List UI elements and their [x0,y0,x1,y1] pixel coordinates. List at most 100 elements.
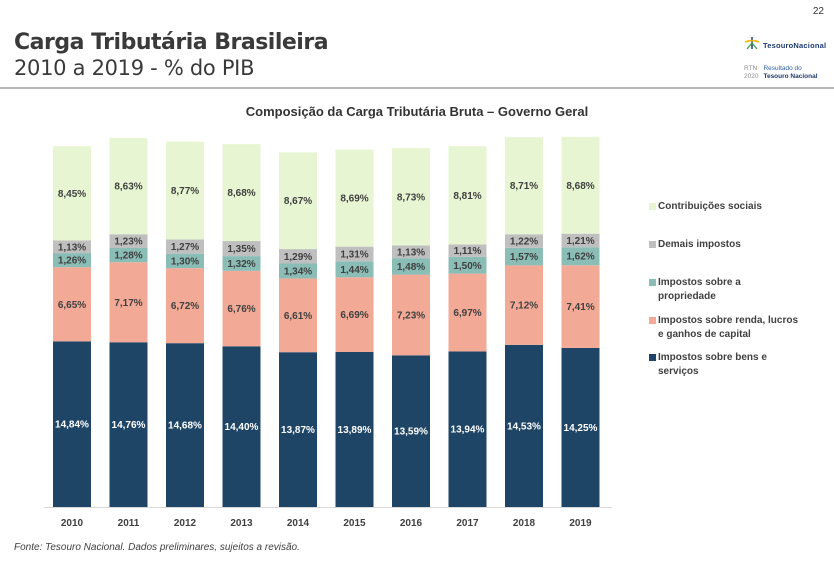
legend-swatch [649,317,656,324]
bar-segment-2010-4 [53,146,91,241]
legend-item-impostos-propriedade: Impostos sobre a propriedade [649,276,779,304]
bar-segment-2013-4 [222,144,261,242]
data-label: 1,11% [454,246,482,257]
bar-segment-2018-0 [505,344,543,507]
data-label: 14,68% [168,421,202,432]
bar-segment-2010-1 [53,267,91,342]
data-label: 6,61% [284,311,312,322]
data-label: 6,65% [58,300,86,311]
bar-segment-2015-1 [335,277,374,352]
bar-segment-2010-0 [53,341,91,507]
legend-swatch [649,279,656,286]
data-label: 8,81% [453,191,481,202]
x-tick-label: 2017 [456,518,479,529]
data-label: 7,23% [397,310,425,321]
bar-segment-2019-4 [561,136,600,234]
data-label: 1,23% [114,237,142,248]
x-tick-label: 2011 [118,518,140,529]
data-label: 6,76% [227,304,255,315]
data-label: 1,29% [284,252,312,263]
bar-segment-2011-2 [109,247,148,263]
bar-segment-2016-1 [392,274,430,356]
bar-segment-2017-2 [448,256,487,274]
chart-title-text: Composição da Carga Tributária Bruta – G… [245,104,589,119]
data-label: 1,26% [58,256,86,267]
bar-segment-2017-3 [448,244,487,257]
bar-segment-2016-0 [392,355,430,507]
data-label: 14,40% [225,422,259,433]
data-label: 1,57% [510,252,538,263]
bar-segment-2014-1 [279,278,317,353]
bar-segment-2012-0 [166,343,204,507]
data-label: 8,77% [171,186,199,197]
bar-segment-2017-1 [448,273,487,352]
data-label: 1,21% [566,236,594,247]
bar-segment-2019-1 [561,265,600,348]
x-tick-label: 2012 [174,518,197,529]
legend-swatch [649,354,656,361]
data-label: 1,28% [114,251,142,262]
data-label: 1,22% [510,237,538,248]
data-label: 6,69% [340,310,368,321]
data-label: 7,41% [566,302,594,313]
data-label: 14,25% [564,423,598,434]
data-label: 14,84% [55,420,89,431]
data-label: 8,45% [58,189,86,200]
legend-label: Impostos sobre a propriedade [658,277,741,302]
legend-item-demais-impostos: Demais impostos [649,238,741,252]
logo-rtn-year: 2020 [744,73,759,80]
bar-segment-2014-0 [279,352,317,507]
legend-swatch [649,241,656,248]
x-tick-label: 2013 [230,518,253,529]
data-label: 8,73% [397,192,425,203]
logo-rtn: RTN 2020 [744,65,758,81]
page-number: 22 [812,6,824,17]
data-label: 1,62% [566,252,594,263]
logo-rtn-label: RTN [744,65,758,72]
data-label: 13,94% [451,425,485,436]
bar-segment-2013-1 [222,270,261,347]
x-tick-label: 2016 [400,518,423,529]
bar-segment-2012-4 [166,141,204,240]
legend-label: Impostos sobre renda, lucros e ganhos de… [658,315,799,340]
x-tick-label: 2019 [569,518,592,529]
bar-segment-2011-3 [109,234,148,248]
data-label: 1,13% [397,247,425,258]
bar-segment-2017-0 [448,351,487,507]
page-title: Carga Tributária Brasileira [14,30,329,55]
bar-segment-2012-1 [166,268,204,344]
bar-segment-2015-3 [335,246,374,262]
data-label: 14,76% [112,420,146,431]
bar-segment-2011-1 [109,262,148,343]
bar-segment-2010-3 [53,240,91,254]
legend-item-contribuicoes-sociais: Contribuições sociais [649,200,762,214]
data-label: 1,48% [397,262,425,273]
logo-name: TesouroNacional [763,41,827,50]
data-label: 6,72% [171,301,199,312]
bar-segment-2019-2 [561,247,600,266]
bar-segment-2018-3 [505,234,543,248]
data-label: 8,71% [510,181,538,192]
legend-label: Impostos sobre bens e serviços [658,352,767,377]
bar-segment-2013-3 [222,241,261,257]
data-label: 8,67% [284,196,312,207]
bar-segment-2015-4 [335,149,374,247]
legend-item-impostos-renda: Impostos sobre renda, lucros e ganhos de… [649,314,799,342]
data-label: 7,12% [510,301,538,312]
legend-item-impostos-bens-servicos: Impostos sobre bens e serviços [649,351,779,379]
bar-segment-2017-4 [448,146,487,245]
data-label: 6,97% [453,308,481,319]
data-label: 13,59% [394,427,428,438]
bar-segment-2014-2 [279,263,317,279]
legend-swatch [649,203,656,210]
bar-segment-2011-4 [109,137,148,235]
legend-label: Demais impostos [658,239,741,250]
page-subtitle: 2010 a 2019 - % do PIB [14,56,255,80]
bar-segment-2016-3 [392,245,430,259]
logo-report-line1: Resultado do [763,65,802,72]
bar-segment-2018-4 [505,137,543,235]
bars-group: 14,84% 6,65% 1,26% 1,13% 8,45% 14,76% 7,17% 1,2… [53,136,600,507]
data-label: 7,17% [114,298,142,309]
data-label: 1,27% [171,242,199,253]
